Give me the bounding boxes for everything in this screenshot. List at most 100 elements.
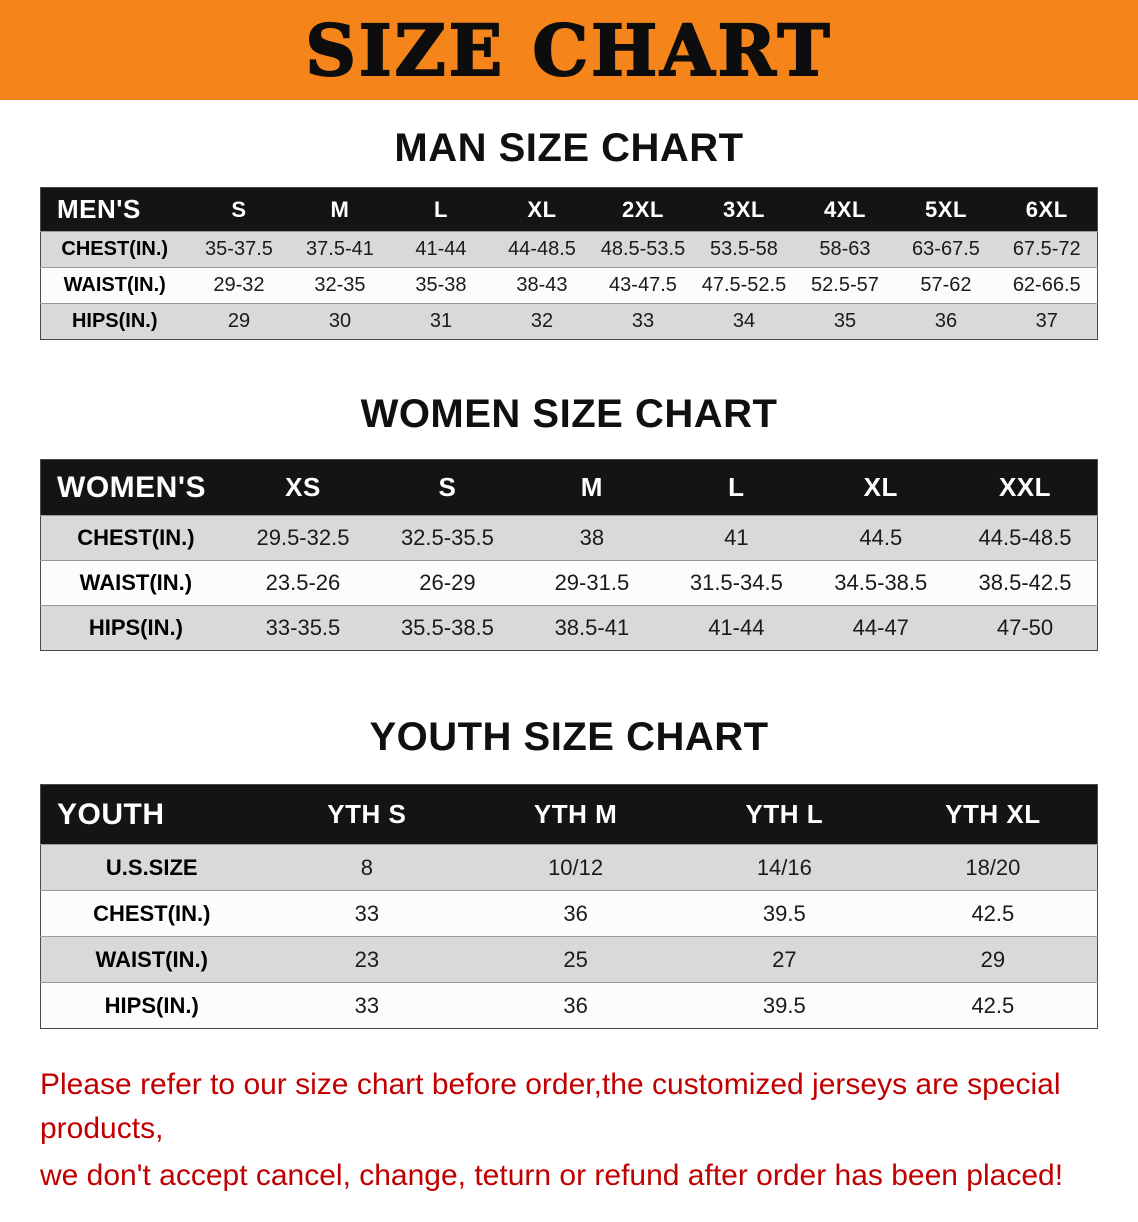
value-cell: 36	[895, 303, 997, 340]
value-cell: 57-62	[895, 267, 997, 304]
value-cell: 32-35	[289, 267, 391, 304]
value-cell: 44-47	[808, 605, 954, 651]
size-header-cell: XXL	[953, 459, 1098, 516]
row-label-cell: CHEST(IN.)	[40, 231, 189, 268]
size-table: WOMEN'S XS S M L XL XXL CHEST(IN.) 29.5-32.5 32.5…	[40, 459, 1098, 651]
women-size-table: WOMEN'S XS S M L XL XXL CHEST(IN.) 29.5-32.5 32.5…	[0, 459, 1138, 651]
value-cell: 25	[471, 936, 680, 983]
value-cell: 58-63	[794, 231, 896, 268]
value-cell: 63-67.5	[895, 231, 997, 268]
value-cell: 29.5-32.5	[230, 515, 376, 561]
men-size-table: MEN'S S M L XL 2XL 3XL 4XL 5XL 6XL CHEST(IN.) 35-37…	[0, 187, 1138, 340]
row-label-cell: CHEST(IN.)	[40, 890, 263, 937]
value-cell: 33	[262, 890, 472, 937]
table-title-cell: YOUTH	[40, 784, 263, 845]
value-cell: 41-44	[664, 605, 809, 651]
value-cell: 23.5-26	[230, 560, 376, 606]
value-cell: 23	[262, 936, 472, 983]
value-cell: 41	[664, 515, 809, 561]
value-cell: 27	[679, 936, 889, 983]
value-cell: 44-48.5	[491, 231, 593, 268]
row-label-cell: HIPS(IN.)	[40, 982, 263, 1029]
value-cell: 37.5-41	[289, 231, 391, 268]
value-cell: 38.5-42.5	[953, 560, 1098, 606]
value-cell: 14/16	[679, 844, 889, 891]
size-header-cell: YTH L	[679, 784, 889, 845]
row-label-cell: HIPS(IN.)	[40, 605, 231, 651]
size-header-cell: 6XL	[996, 187, 1098, 232]
men-size-section: MAN SIZE CHART MEN'S S M L XL 2XL 3XL 4XL 5XL 6XL…	[0, 126, 1138, 340]
row-label-cell: CHEST(IN.)	[40, 515, 231, 561]
men-section-heading: MAN SIZE CHART	[394, 126, 744, 170]
table-row: U.S.SIZE 8 10/12 14/16 18/20	[40, 844, 1098, 891]
youth-section-heading: YOUTH SIZE CHART	[369, 715, 769, 759]
page-title: SIZE CHART	[304, 8, 833, 93]
value-cell: 47.5-52.5	[693, 267, 795, 304]
value-cell: 47-50	[953, 605, 1098, 651]
size-header-cell: XL	[491, 187, 593, 232]
value-cell: 44.5-48.5	[953, 515, 1098, 561]
table-row: CHEST(IN.) 35-37.5 37.5-41 41-44 44-48.5 48.5…	[40, 231, 1098, 268]
size-chart-banner: SIZE CHART	[0, 0, 1138, 100]
value-cell: 31	[390, 303, 492, 340]
value-cell: 44.5	[808, 515, 954, 561]
table-row: HIPS(IN.) 33-35.5 35.5-38.5 38.5-41 41-44 44-…	[40, 605, 1098, 651]
value-cell: 33	[592, 303, 694, 340]
size-header-cell: 2XL	[592, 187, 694, 232]
table-header-row: MEN'S S M L XL 2XL 3XL 4XL 5XL 6XL	[40, 187, 1098, 232]
value-cell: 35	[794, 303, 896, 340]
value-cell: 8	[262, 844, 472, 891]
youth-size-section: YOUTH SIZE CHART YOUTH YTH S YTH M YTH L YTH…	[0, 715, 1138, 1029]
notice-line-1: Please refer to our size chart before or…	[40, 1068, 1061, 1145]
row-label-cell: U.S.SIZE	[40, 844, 263, 891]
value-cell: 10/12	[471, 844, 680, 891]
value-cell: 35.5-38.5	[375, 605, 520, 651]
value-cell: 26-29	[375, 560, 520, 606]
value-cell: 38	[519, 515, 665, 561]
youth-size-table: YOUTH YTH S YTH M YTH L YTH XL U.S.SIZE 8 10/12…	[0, 784, 1138, 1029]
value-cell: 29	[888, 936, 1098, 983]
table-title-cell: MEN'S	[40, 187, 189, 232]
value-cell: 43-47.5	[592, 267, 694, 304]
table-row: WAIST(IN.) 23.5-26 26-29 29-31.5 31.5-34.5 34…	[40, 560, 1098, 606]
value-cell: 35-38	[390, 267, 492, 304]
size-header-cell: M	[289, 187, 391, 232]
size-header-cell: S	[375, 459, 520, 516]
value-cell: 34	[693, 303, 795, 340]
value-cell: 62-66.5	[996, 267, 1098, 304]
table-header-row: YOUTH YTH S YTH M YTH L YTH XL	[40, 784, 1098, 845]
table-row: CHEST(IN.) 29.5-32.5 32.5-35.5 38 41 44.5 44.5…	[40, 515, 1098, 561]
row-label-cell: WAIST(IN.)	[40, 936, 263, 983]
table-title-cell: WOMEN'S	[40, 459, 231, 516]
size-header-cell: XL	[808, 459, 954, 516]
value-cell: 30	[289, 303, 391, 340]
row-label-cell: WAIST(IN.)	[40, 267, 189, 304]
value-cell: 37	[996, 303, 1098, 340]
value-cell: 29	[188, 303, 290, 340]
size-header-cell: YTH M	[471, 784, 680, 845]
order-notice: Please refer to our size chart before or…	[0, 1063, 1138, 1222]
value-cell: 38-43	[491, 267, 593, 304]
value-cell: 35-37.5	[188, 231, 290, 268]
size-header-cell: 4XL	[794, 187, 896, 232]
size-table: MEN'S S M L XL 2XL 3XL 4XL 5XL 6XL CHEST(IN.) 35-37…	[40, 187, 1098, 340]
table-row: WAIST(IN.) 23 25 27 29	[40, 936, 1098, 983]
value-cell: 32	[491, 303, 593, 340]
row-label-cell: HIPS(IN.)	[40, 303, 189, 340]
size-table: YOUTH YTH S YTH M YTH L YTH XL U.S.SIZE 8 10/12…	[40, 784, 1098, 1029]
value-cell: 18/20	[888, 844, 1098, 891]
value-cell: 52.5-57	[794, 267, 896, 304]
size-header-cell: M	[519, 459, 665, 516]
value-cell: 39.5	[679, 890, 889, 937]
table-row: WAIST(IN.) 29-32 32-35 35-38 38-43 43-47.5 47.…	[40, 267, 1098, 304]
size-header-cell: S	[188, 187, 290, 232]
value-cell: 32.5-35.5	[375, 515, 520, 561]
women-section-heading: WOMEN SIZE CHART	[360, 392, 778, 436]
value-cell: 34.5-38.5	[808, 560, 954, 606]
size-header-cell: XS	[230, 459, 376, 516]
value-cell: 39.5	[679, 982, 889, 1029]
size-header-cell: YTH S	[262, 784, 472, 845]
size-header-cell: 5XL	[895, 187, 997, 232]
notice-line-2: we don't accept cancel, change, teturn o…	[40, 1159, 1064, 1192]
